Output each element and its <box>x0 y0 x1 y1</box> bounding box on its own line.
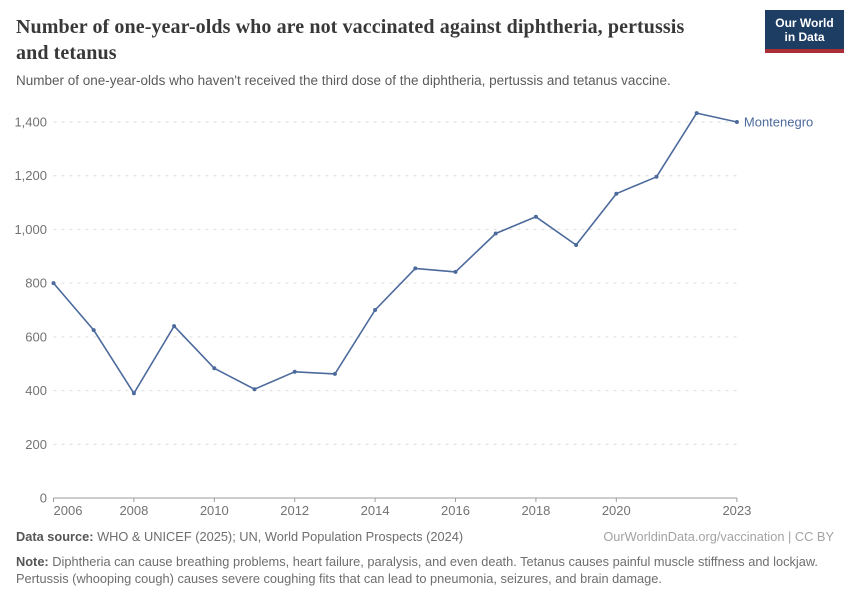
y-tick-label: 600 <box>25 329 47 344</box>
series-end-label[interactable]: Montenegro <box>744 115 813 130</box>
owid-logo: Our World in Data <box>765 10 844 53</box>
data-point[interactable] <box>654 174 659 179</box>
note-label: Note: <box>16 554 49 569</box>
x-tick-label: 2010 <box>200 503 229 518</box>
data-point[interactable] <box>694 111 699 116</box>
y-tick-label: 800 <box>25 276 47 291</box>
owid-logo-line2: in Data <box>784 29 825 44</box>
data-point[interactable] <box>453 269 458 274</box>
data-source-line: Data source: WHO & UNICEF (2025); UN, Wo… <box>16 528 463 545</box>
data-point[interactable] <box>574 243 579 248</box>
x-tick-label: 2018 <box>521 503 550 518</box>
y-tick-label: 1,000 <box>14 222 47 237</box>
x-tick-label: 2020 <box>602 503 631 518</box>
data-point[interactable] <box>614 191 619 196</box>
data-line[interactable] <box>52 112 738 395</box>
x-tick-label: 2023 <box>722 503 751 518</box>
x-tick-label: 2016 <box>441 503 470 518</box>
data-point[interactable] <box>493 231 498 236</box>
data-point[interactable] <box>51 281 56 286</box>
data-point[interactable] <box>212 366 217 371</box>
data-point[interactable] <box>373 308 378 312</box>
data-point[interactable] <box>533 214 538 219</box>
note-line: Note: Diphtheria can cause breathing pro… <box>16 553 834 587</box>
y-tick-label: 1,400 <box>14 115 47 130</box>
x-tick-label: 2006 <box>54 503 83 518</box>
note-text: Diphtheria can cause breathing problems,… <box>16 554 818 586</box>
chart-subtitle: Number of one-year-olds who haven't rece… <box>16 73 671 88</box>
x-tick-label: 2014 <box>361 503 390 518</box>
y-tick-label: 1,200 <box>14 168 47 183</box>
data-point[interactable] <box>332 371 337 376</box>
data-point[interactable] <box>91 328 96 333</box>
license-link[interactable]: OurWorldinData.org/vaccination | CC BY <box>603 529 834 544</box>
line-chart-svg[interactable]: 0 200 400 600 800 1,000 1,200 1,400 2006 2008 2010… <box>0 98 850 518</box>
data-point[interactable] <box>413 266 418 271</box>
data-point[interactable] <box>172 324 177 329</box>
data-point[interactable] <box>131 391 136 396</box>
chart-footer: Data source: WHO & UNICEF (2025); UN, Wo… <box>16 528 834 587</box>
page-title: Number of one-year-olds who are not vacc… <box>16 16 685 64</box>
data-source-label: Data source: <box>16 529 94 544</box>
data-point[interactable] <box>252 387 257 392</box>
data-source-value: WHO & UNICEF (2025); UN, World Populatio… <box>97 529 464 544</box>
y-tick-label: 400 <box>25 383 47 398</box>
y-tick-label: 200 <box>25 437 47 452</box>
x-tick-label: 2012 <box>280 503 309 518</box>
data-point[interactable] <box>734 120 739 124</box>
line-chart-area[interactable]: 0 200 400 600 800 1,000 1,200 1,400 2006 2008 2010… <box>0 98 850 518</box>
y-tick-label: 0 <box>40 491 47 506</box>
data-point[interactable] <box>292 369 297 374</box>
owid-logo-line1: Our World <box>775 15 834 30</box>
x-tick-label: 2008 <box>119 503 148 518</box>
